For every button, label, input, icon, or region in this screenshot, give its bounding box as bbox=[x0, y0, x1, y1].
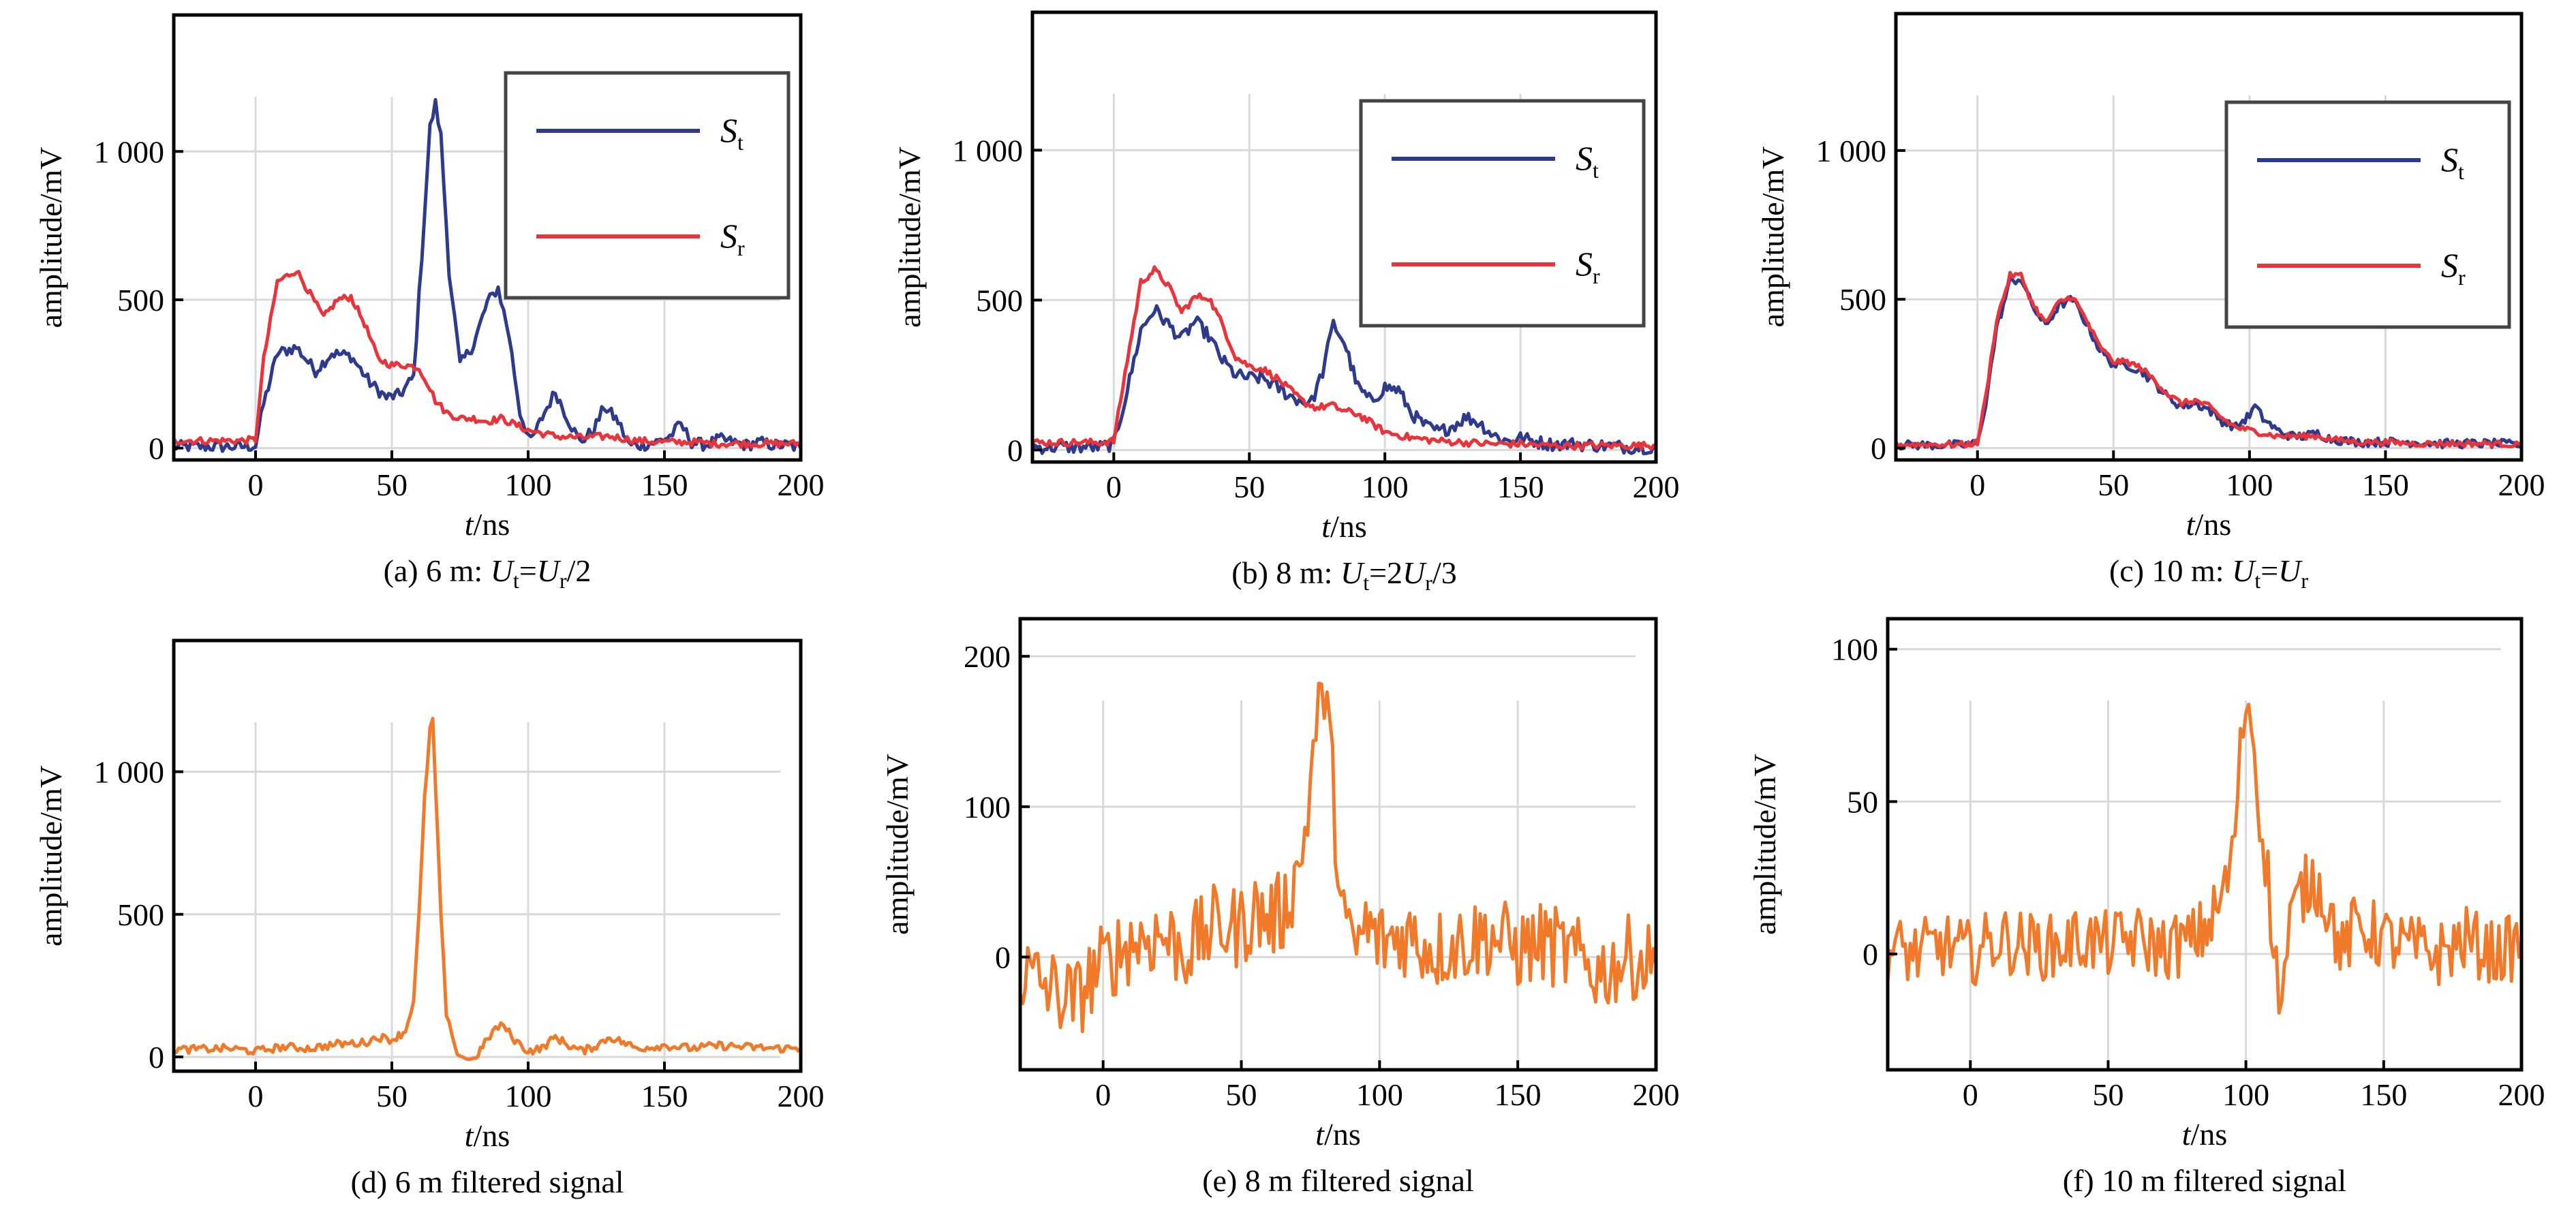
x-tick-label: 150 bbox=[641, 467, 688, 502]
series-line-filtered bbox=[1888, 703, 2521, 1015]
y-tick-label: 0 bbox=[1007, 433, 1023, 467]
series-line-sr bbox=[1032, 265, 1656, 451]
chart-caption: (e) 8 m filtered signal bbox=[1202, 1163, 1474, 1198]
plot-frame bbox=[1894, 12, 2524, 462]
x-axis-label: t/ns bbox=[465, 1118, 510, 1153]
y-tick-label: 0 bbox=[1871, 431, 1886, 466]
chart-caption: (b) 8 m: Ut=2Ur/3 bbox=[1231, 555, 1456, 595]
y-axis-label: amplitude/mV bbox=[1747, 754, 1782, 935]
x-axis-label: t/ns bbox=[465, 507, 510, 542]
y-tick-label: 1 000 bbox=[94, 134, 165, 169]
chart-caption: (f) 10 m filtered signal bbox=[2063, 1163, 2346, 1198]
y-tick-label: 500 bbox=[117, 897, 164, 932]
x-tick-label: 0 bbox=[1963, 1077, 1978, 1112]
x-tick-label: 200 bbox=[778, 467, 825, 502]
x-tick-label: 100 bbox=[2222, 1077, 2269, 1112]
x-tick-label: 200 bbox=[1633, 469, 1680, 504]
legend-label-sr: Sr bbox=[2441, 246, 2466, 290]
x-tick-label: 200 bbox=[2498, 1077, 2545, 1112]
x-tick-label: 100 bbox=[2226, 467, 2273, 502]
x-tick-label: 0 bbox=[1106, 469, 1122, 504]
legend-label-st: St bbox=[1576, 139, 1599, 183]
x-tick-label: 50 bbox=[376, 467, 408, 502]
series-line-filtered bbox=[1020, 681, 1656, 1034]
x-axis-label: t/ns bbox=[2182, 1117, 2227, 1152]
chart-a: 0 50 100 150 200 0 500 1 000 amplitude/mV t/ns (a)… bbox=[33, 13, 825, 593]
legend-box bbox=[2224, 100, 2511, 329]
chart-d: 0 50 100 150 200 0 500 1 000 amplitude/mV t/ns (d)… bbox=[33, 638, 825, 1199]
legend-label-st: St bbox=[2441, 140, 2464, 184]
plot-frame bbox=[1018, 617, 1658, 1072]
x-axis-label: t/ns bbox=[1315, 1117, 1360, 1152]
legend: St Sr bbox=[1359, 99, 1646, 328]
y-axis-label: amplitude/mV bbox=[892, 147, 927, 328]
y-tick-label: 100 bbox=[1831, 632, 1878, 667]
legend-label-sr: Sr bbox=[720, 217, 745, 260]
y-tick-label: 1 000 bbox=[953, 133, 1024, 168]
chart-caption: (d) 6 m filtered signal bbox=[350, 1165, 624, 1199]
y-tick-label: 0 bbox=[149, 1040, 164, 1075]
x-tick-label: 50 bbox=[1226, 1077, 1257, 1112]
legend: St Sr bbox=[504, 71, 791, 300]
y-tick-label: 50 bbox=[1847, 784, 1878, 819]
series-line-filtered bbox=[174, 717, 801, 1062]
legend-label-st: St bbox=[720, 111, 743, 155]
y-tick-label: 500 bbox=[976, 283, 1023, 318]
chart-caption: (a) 6 m: Ut=Ur/2 bbox=[384, 553, 592, 593]
legend-label-sr: Sr bbox=[1576, 245, 1600, 288]
series-line-sr bbox=[1896, 271, 2521, 449]
x-tick-label: 0 bbox=[248, 1079, 264, 1113]
plot-frame bbox=[1886, 617, 2524, 1072]
x-tick-label: 100 bbox=[505, 467, 552, 502]
y-tick-label: 1 000 bbox=[94, 755, 165, 790]
legend: St Sr bbox=[2224, 100, 2511, 329]
legend-box bbox=[1359, 99, 1646, 328]
x-tick-label: 50 bbox=[1233, 469, 1265, 504]
y-tick-label: 500 bbox=[117, 283, 164, 318]
x-tick-label: 100 bbox=[1362, 469, 1409, 504]
chart-f: 0 50 100 150 200 0 50 100 amplitude/mV t/ns (f) 10… bbox=[1747, 617, 2545, 1198]
y-axis-label: amplitude/mV bbox=[880, 754, 915, 935]
x-tick-label: 150 bbox=[641, 1079, 688, 1113]
x-tick-label: 200 bbox=[2498, 467, 2545, 502]
y-tick-label: 0 bbox=[995, 940, 1011, 975]
plot-frame bbox=[172, 638, 803, 1073]
x-axis-label: t/ns bbox=[2186, 507, 2231, 542]
y-tick-label: 1 000 bbox=[1816, 134, 1887, 168]
x-tick-label: 150 bbox=[1497, 469, 1544, 504]
y-axis-label: amplitude/mV bbox=[33, 765, 68, 946]
chart-e: 0 50 100 150 200 0 100 200 amplitude/mV t/ns (e) 8… bbox=[880, 617, 1680, 1198]
x-tick-label: 50 bbox=[2092, 1077, 2123, 1112]
series-line-st bbox=[174, 97, 801, 453]
plot-frame bbox=[1030, 10, 1658, 464]
x-tick-label: 150 bbox=[2360, 1077, 2407, 1112]
y-tick-label: 100 bbox=[964, 790, 1011, 825]
y-axis-label: amplitude/mV bbox=[1755, 147, 1790, 328]
y-tick-label: 500 bbox=[1839, 282, 1886, 317]
x-tick-label: 0 bbox=[1969, 467, 1985, 502]
x-tick-label: 150 bbox=[1494, 1077, 1542, 1112]
x-tick-label: 200 bbox=[1633, 1077, 1680, 1112]
chart-c: 0 50 100 150 200 0 500 1 000 amplitude/mV t/ns (c)… bbox=[1755, 12, 2545, 593]
x-tick-label: 100 bbox=[505, 1079, 552, 1113]
x-tick-label: 150 bbox=[2362, 467, 2409, 502]
x-tick-label: 0 bbox=[1095, 1077, 1111, 1112]
series-line-sr bbox=[174, 270, 801, 449]
x-tick-label: 50 bbox=[2098, 467, 2129, 502]
y-axis-label: amplitude/mV bbox=[33, 147, 68, 328]
x-axis-label: t/ns bbox=[1321, 509, 1366, 544]
chart-b: 0 50 100 150 200 0 500 1 000 amplitude/mV t/ns (b)… bbox=[892, 10, 1680, 595]
x-tick-label: 200 bbox=[778, 1079, 825, 1113]
x-tick-label: 0 bbox=[248, 467, 264, 502]
chart-caption: (c) 10 m: Ut=Ur bbox=[2109, 553, 2308, 593]
legend-box bbox=[504, 71, 791, 300]
plot-frame bbox=[172, 13, 803, 462]
y-tick-label: 0 bbox=[149, 431, 164, 466]
x-tick-label: 100 bbox=[1356, 1077, 1403, 1112]
x-tick-label: 50 bbox=[376, 1079, 408, 1113]
y-tick-label: 0 bbox=[1862, 937, 1878, 972]
series-line-st bbox=[1032, 304, 1656, 456]
y-tick-label: 200 bbox=[964, 639, 1011, 674]
